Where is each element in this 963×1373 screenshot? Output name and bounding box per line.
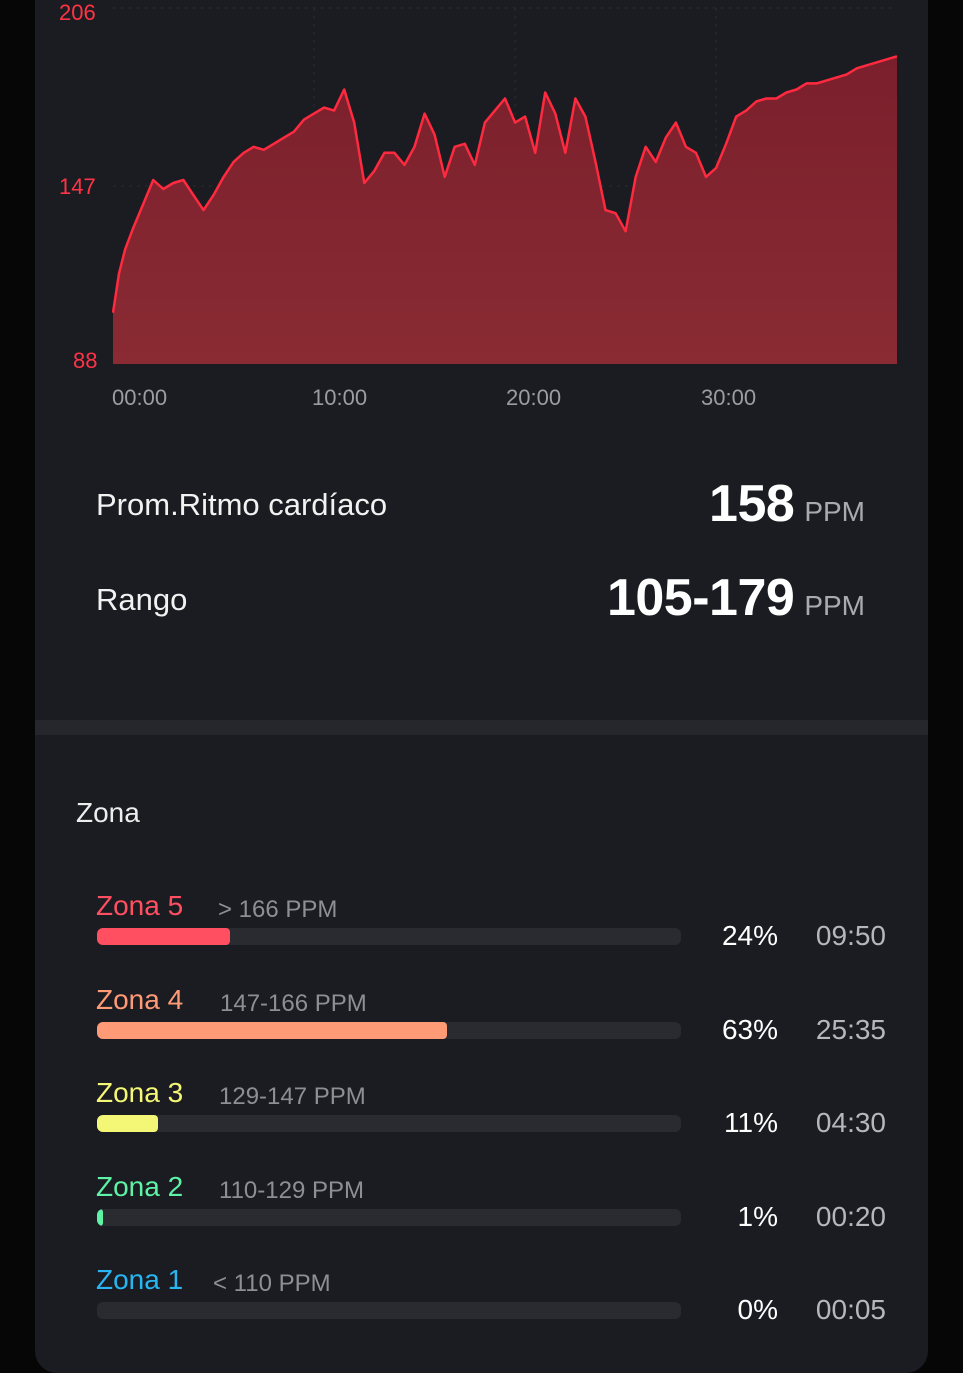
zone-progress-fill — [97, 1022, 447, 1039]
zone-progress-fill — [97, 928, 231, 945]
x-tick-2: 20:00 — [506, 385, 561, 410]
zone-range: 129-147 PPM — [219, 1083, 366, 1110]
zone-name: Zona 3 — [96, 1077, 184, 1108]
heart-rate-card: 206 147 88 00:00 10:00 20:00 30:00 Prom.… — [35, 0, 928, 1373]
avg-heart-rate-unit: PPM — [804, 496, 865, 527]
zone-time: 25:35 — [815, 1014, 886, 1045]
range-value: 105-179 PPM — [607, 568, 865, 628]
zone-name: Zona 1 — [96, 1264, 184, 1295]
avg-heart-rate-label: Prom.Ritmo cardíaco — [96, 487, 388, 522]
x-tick-3: 30:00 — [701, 385, 756, 410]
heart-rate-line — [111, 55, 898, 313]
zone-progress-track — [97, 928, 681, 945]
zone-progress-track — [97, 1302, 681, 1319]
zone-row-4: Zona 4 147-166 PPM 63% 25:35 — [35, 984, 928, 1064]
zone-progress-track — [97, 1209, 681, 1226]
zone-range: < 110 PPM — [213, 1270, 331, 1297]
zone-name: Zona 4 — [96, 984, 184, 1015]
y-tick-min: 88 — [73, 348, 97, 373]
zone-percent: 11% — [724, 1107, 778, 1138]
y-tick-mid: 147 — [59, 174, 96, 199]
y-tick-max: 206 — [59, 0, 96, 25]
zone-percent: 0% — [737, 1294, 778, 1325]
zone-percent: 63% — [721, 1014, 778, 1045]
heart-rate-area — [113, 56, 897, 365]
zone-percent: 24% — [721, 920, 778, 951]
zone-progress-track — [97, 1022, 681, 1039]
zone-row-5: Zona 5 > 166 PPM 24% 09:50 — [35, 890, 928, 970]
section-divider — [35, 720, 928, 735]
x-tick-1: 10:00 — [312, 385, 367, 410]
zone-range: 147-166 PPM — [220, 990, 367, 1017]
heart-rate-chart: 206 147 88 00:00 10:00 20:00 30:00 — [59, 0, 898, 410]
zone-name: Zona 2 — [96, 1171, 184, 1202]
zone-percent: 1% — [737, 1201, 778, 1232]
range-label: Rango — [96, 582, 188, 617]
zone-range: 110-129 PPM — [219, 1177, 364, 1204]
zone-range: > 166 PPM — [218, 896, 338, 923]
zones-title: Zona — [76, 797, 140, 828]
zone-progress-fill — [97, 1209, 103, 1226]
zone-row-2: Zona 2 110-129 PPM 1% 00:20 — [35, 1171, 928, 1251]
zone-row-1: Zona 1 < 110 PPM 0% 00:05 — [35, 1264, 928, 1344]
range-unit: PPM — [804, 590, 865, 621]
x-tick-0: 00:00 — [112, 385, 167, 410]
zone-time: 00:05 — [815, 1294, 886, 1325]
zone-time: 09:50 — [815, 920, 886, 951]
avg-heart-rate-number: 158 — [709, 475, 795, 533]
zone-time: 00:20 — [815, 1201, 886, 1232]
zone-row-3: Zona 3 129-147 PPM 11% 04:30 — [35, 1077, 928, 1157]
range-number: 105-179 — [606, 569, 795, 627]
zone-progress-fill — [97, 1115, 159, 1132]
zone-progress-track — [97, 1115, 681, 1132]
zone-name: Zona 5 — [96, 890, 184, 921]
zone-time: 04:30 — [815, 1107, 886, 1138]
avg-heart-rate-value: 158 PPM — [709, 474, 865, 534]
